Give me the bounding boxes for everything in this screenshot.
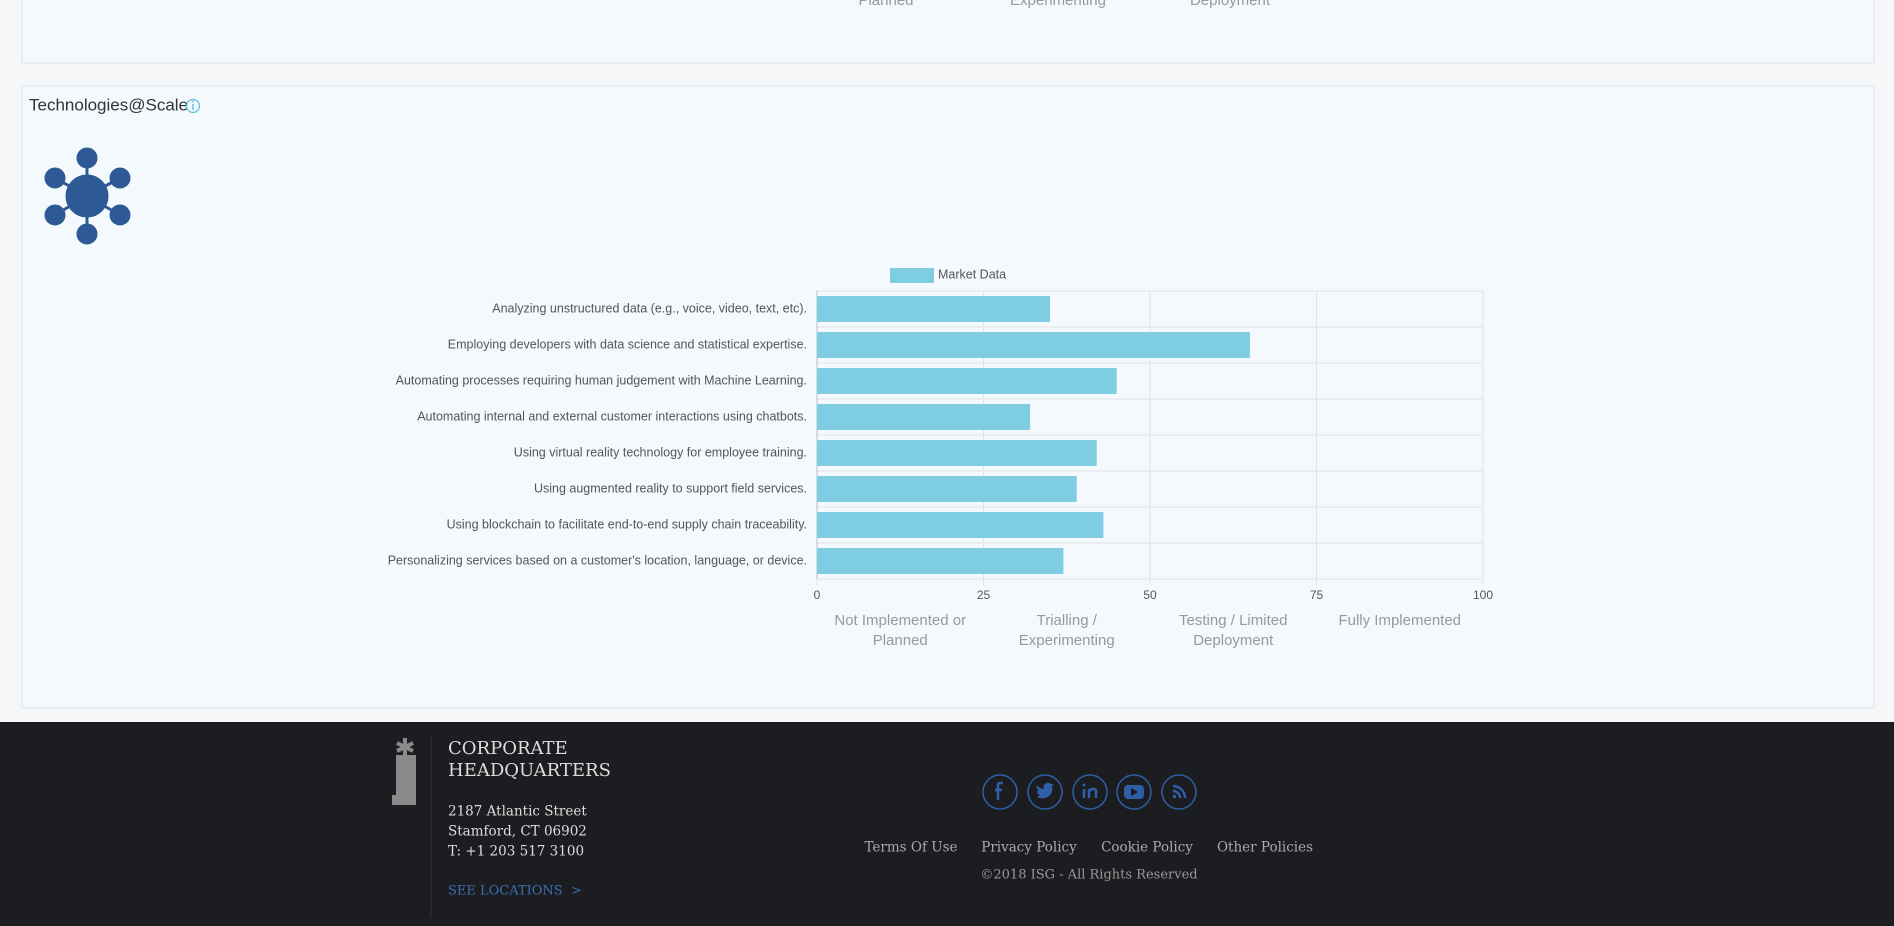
chart: 0 25 50 75 100 Analyzing unstructured data (e…: [388, 267, 1494, 649]
address-line: 2187 Atlantic Street: [448, 804, 587, 820]
y-tick-label: Using virtual reality technology for emp…: [514, 445, 807, 459]
bar: [817, 476, 1077, 502]
bar: [817, 296, 1051, 322]
address-line: Stamford, CT 06902: [448, 824, 587, 840]
y-tick-label: Automating internal and external custome…: [417, 409, 807, 423]
footer: [0, 722, 1894, 926]
bar: [817, 332, 1250, 358]
scale-label: Experimenting: [1019, 632, 1115, 649]
footer-heading: HEADQUARTERS: [448, 760, 611, 781]
logo: [392, 738, 416, 805]
footer-link[interactable]: Other Policies: [1217, 840, 1313, 856]
address-line: T: +1 203 517 3100: [448, 844, 584, 860]
footer-heading: CORPORATE: [448, 738, 568, 759]
scale-label: Experimenting: [1010, 0, 1106, 9]
x-tick-label: 100: [1473, 588, 1493, 602]
twitter-icon[interactable]: [1027, 774, 1063, 810]
bar: [817, 512, 1104, 538]
social-icons: [982, 774, 1197, 810]
bar: [817, 548, 1064, 574]
x-tick-label: 50: [1143, 588, 1157, 602]
linkedin-icon[interactable]: [1072, 774, 1108, 810]
y-tick-label: Using augmented reality to support field…: [534, 481, 807, 495]
x-tick-label: 25: [977, 588, 991, 602]
bar: [817, 440, 1097, 466]
footer-link[interactable]: Cookie Policy: [1101, 840, 1193, 856]
footer-link[interactable]: Privacy Policy: [981, 840, 1077, 856]
panel: [21, 85, 1875, 709]
top-panel: [21, 0, 1875, 64]
y-tick-label: Using blockchain to facilitate end-to-en…: [447, 517, 807, 531]
info-icon[interactable]: [185, 98, 201, 114]
bar: [817, 368, 1117, 394]
legend-swatch: [890, 268, 934, 283]
panel-title: Technologies@Scale: [29, 95, 188, 114]
facebook-icon[interactable]: [982, 774, 1018, 810]
scale-label: Testing / Limited: [1179, 612, 1287, 629]
scale-label: Deployment: [1193, 632, 1274, 649]
y-tick-label: Employing developers with data science a…: [448, 337, 807, 351]
copyright: ©2018 ISG - All Rights Reserved: [980, 868, 1197, 883]
legend-label: Market Data: [938, 267, 1006, 281]
youtube-icon[interactable]: [1116, 774, 1152, 810]
footer-link[interactable]: Terms Of Use: [864, 840, 957, 856]
bar: [817, 404, 1031, 430]
rss-icon[interactable]: [1161, 774, 1197, 810]
x-tick-label: 0: [814, 588, 821, 602]
scale-label: Fully Implemented: [1338, 612, 1461, 629]
x-tick-label: 75: [1310, 588, 1324, 602]
scale-label: Planned: [873, 632, 928, 649]
scale-label: Not Implemented or: [834, 612, 966, 629]
scale-label: Trialling /: [1037, 612, 1098, 629]
locations-link[interactable]: SEE LOCATIONS >: [448, 884, 582, 899]
scale-label: Deployment: [1190, 0, 1271, 9]
network-icon: [44, 147, 131, 245]
y-tick-label: Personalizing services based on a custom…: [388, 553, 807, 567]
scale-label: Planned: [858, 0, 913, 9]
y-tick-label: Automating processes requiring human jud…: [396, 373, 807, 387]
y-tick-label: Analyzing unstructured data (e.g., voice…: [492, 301, 807, 315]
